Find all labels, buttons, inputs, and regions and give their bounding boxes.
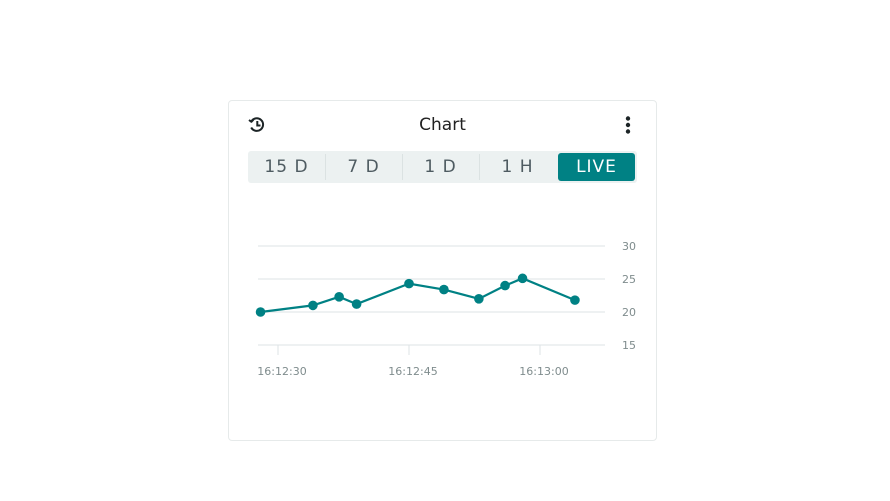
data-point bbox=[255, 307, 266, 317]
x-tick-label: 16:13:00 bbox=[519, 365, 568, 378]
x-tick-label: 16:12:30 bbox=[257, 365, 306, 378]
data-point bbox=[308, 300, 318, 311]
range-live-button[interactable]: LIVE bbox=[558, 153, 635, 181]
data-point bbox=[334, 292, 344, 302]
y-tick-label: 20 bbox=[622, 306, 636, 319]
more-vertical-icon[interactable] bbox=[618, 115, 638, 135]
y-tick-label: 15 bbox=[622, 339, 636, 352]
data-point bbox=[474, 294, 484, 304]
y-tick-label: 25 bbox=[622, 273, 636, 286]
data-point bbox=[500, 280, 510, 291]
time-range-selector: 15 D 7 D 1 D 1 H LIVE bbox=[248, 151, 637, 183]
history-icon[interactable] bbox=[247, 115, 267, 135]
data-point bbox=[439, 284, 449, 295]
range-15d-button[interactable]: 15 D bbox=[264, 157, 309, 177]
line-chart: 15 20 25 30 16:12:30 16:12:45 16:13:00 bbox=[255, 240, 636, 378]
range-7d-button[interactable]: 7 D bbox=[325, 151, 402, 183]
data-point bbox=[570, 295, 580, 305]
range-1h-button[interactable]: 1 H bbox=[479, 151, 556, 183]
widget-title: Chart bbox=[419, 115, 466, 135]
range-1d-button[interactable]: 1 D bbox=[402, 151, 479, 183]
data-point bbox=[517, 273, 528, 284]
widget-header: Chart bbox=[229, 101, 656, 151]
data-point bbox=[351, 299, 362, 309]
y-tick-label: 30 bbox=[622, 240, 636, 253]
data-point bbox=[404, 278, 414, 289]
series-line bbox=[260, 277, 576, 314]
chart-widget: Chart 15 D 7 D 1 D 1 H LIVE 15 20 25 30 16:1… bbox=[228, 100, 657, 441]
x-tick-label: 16:12:45 bbox=[388, 365, 437, 378]
